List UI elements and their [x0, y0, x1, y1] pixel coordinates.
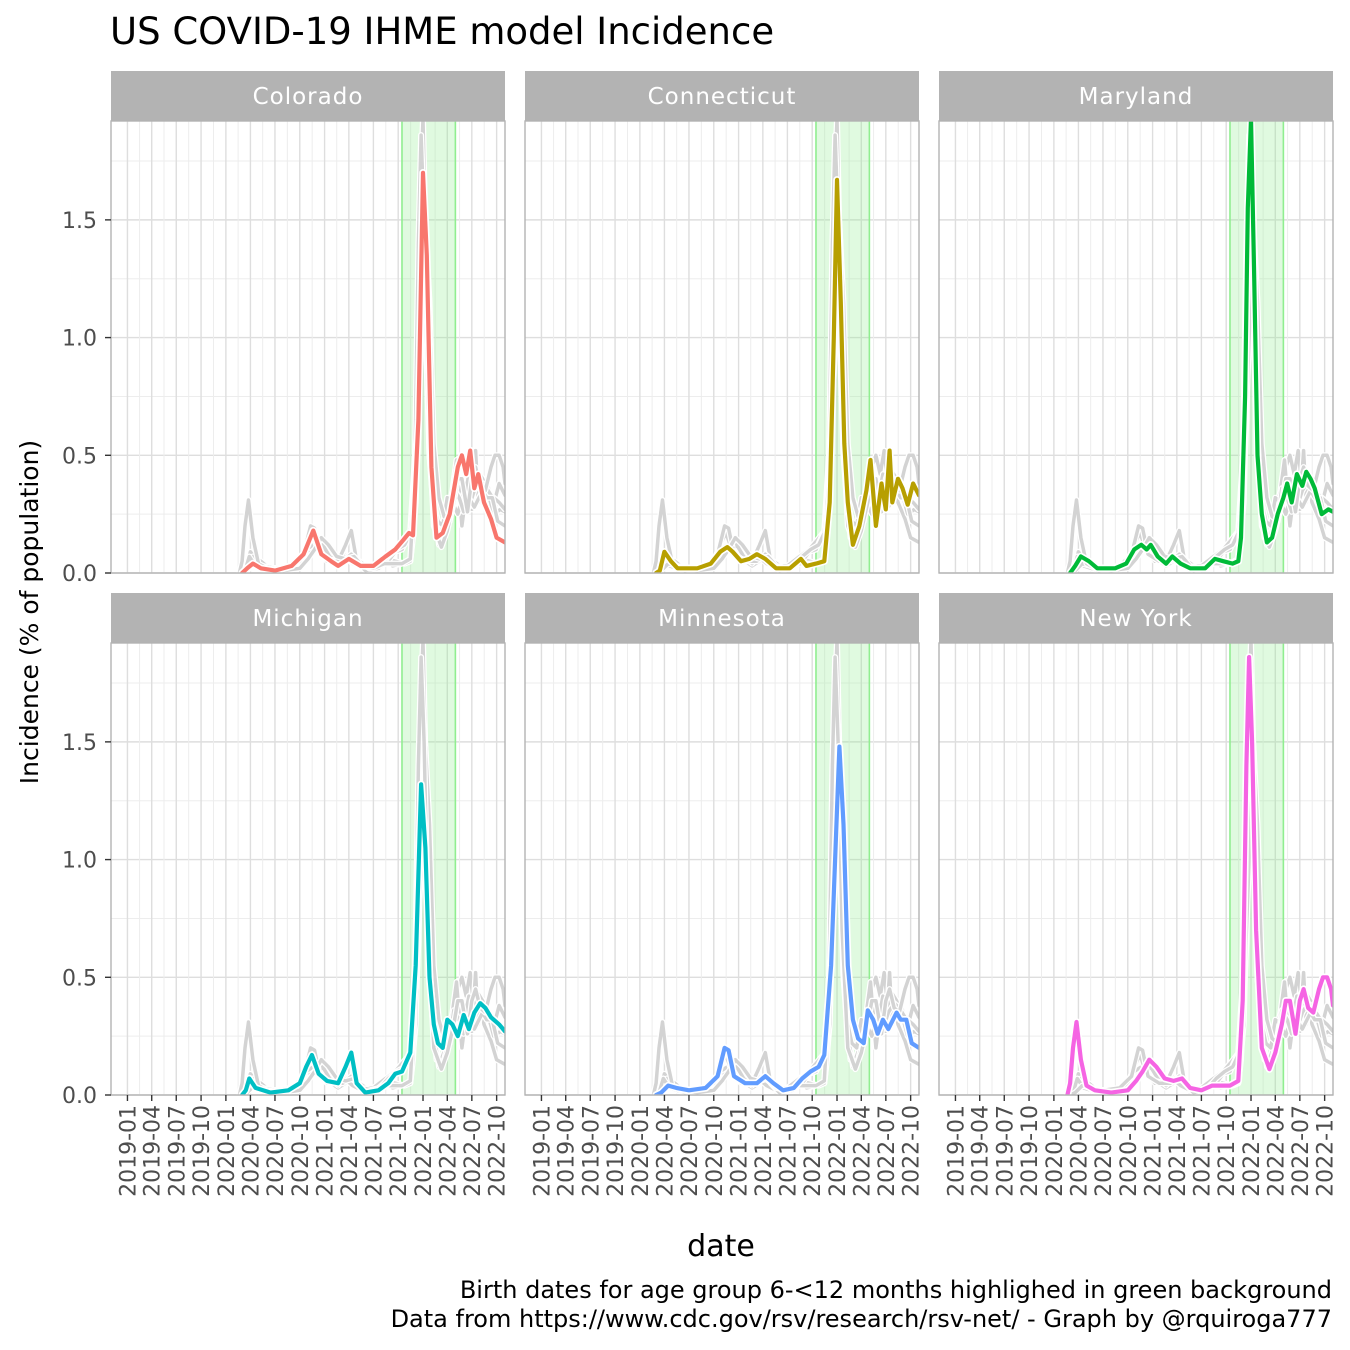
x-tick-label: 2020-07	[678, 1105, 703, 1197]
series-layer	[650, 121, 919, 573]
series-layer	[236, 121, 505, 573]
strip-connecticut	[525, 71, 919, 121]
strip-michigan	[111, 593, 505, 643]
x-tick-label: 2022-04	[1264, 1105, 1289, 1197]
panel-border	[110, 120, 506, 574]
y-tick-label: 1.5	[62, 731, 97, 756]
y-tick-label: 1.0	[62, 327, 97, 352]
x-tick-label: 2021-10	[801, 1105, 826, 1197]
y-tick-label: 0.0	[62, 562, 97, 587]
x-tick-label: 2019-10	[1018, 1105, 1043, 1197]
series-line-michigan	[240, 782, 505, 1095]
x-tick-label: 2021-04	[1166, 1105, 1191, 1197]
y-tick-label: 1.0	[62, 849, 97, 874]
x-tick-label: 2020-01	[1043, 1105, 1068, 1197]
x-tick-label: 2019-01	[945, 1105, 970, 1197]
x-tick-label: 2021-07	[362, 1105, 387, 1197]
x-tick-label: 2021-04	[752, 1105, 777, 1197]
panel-border	[938, 120, 1334, 574]
x-tick-label: 2020-01	[215, 1105, 240, 1197]
x-tick-label: 2021-10	[1215, 1105, 1240, 1197]
strip-colorado	[111, 71, 505, 121]
x-tick-label: 2022-04	[436, 1105, 461, 1197]
x-tick-label: 2021-07	[1190, 1105, 1215, 1197]
x-tick-label: 2022-10	[900, 1105, 925, 1197]
strip-label-michigan: Michigan	[252, 606, 363, 632]
x-tick-label: 2019-04	[141, 1105, 166, 1197]
strip-label-minnesota: Minnesota	[658, 606, 786, 632]
x-tick-label: 2022-10	[1314, 1105, 1339, 1197]
x-tick-label: 2019-07	[165, 1105, 190, 1197]
strip-label-colorado: Colorado	[253, 84, 364, 110]
series-line-colorado	[240, 170, 505, 573]
x-tick-label: 2019-10	[190, 1105, 215, 1197]
panel-colorado: Colorado 0.0 0.5 1.0 1.5	[62, 71, 506, 587]
strip-label-new-york: New York	[1079, 606, 1192, 632]
x-tick-label: 2019-07	[993, 1105, 1018, 1197]
series-layer	[1064, 121, 1333, 573]
panel-connecticut: Connecticut	[524, 71, 920, 574]
y-tick-label: 0.0	[62, 1084, 97, 1109]
series-layer	[650, 643, 919, 1095]
x-tick-label: 2019-01	[117, 1105, 142, 1197]
x-tick-label: 2022-07	[875, 1105, 900, 1197]
panel-border	[524, 642, 920, 1096]
series-line-new-york	[1065, 655, 1333, 1095]
x-tick-label: 2021-01	[728, 1105, 753, 1197]
x-tick-label: 2022-01	[826, 1105, 851, 1197]
x-tick-label: 2022-07	[461, 1105, 486, 1197]
chart-title: US COVID-19 IHME model Incidence	[110, 10, 775, 53]
x-tick-label: 2020-04	[653, 1105, 678, 1197]
strip-maryland	[939, 71, 1333, 121]
x-tick-label: 2021-01	[1142, 1105, 1167, 1197]
x-tick-label: 2020-04	[239, 1105, 264, 1197]
x-tick-label: 2020-01	[629, 1105, 654, 1197]
x-tick-label: 2019-07	[579, 1105, 604, 1197]
x-tick-label: 2020-10	[289, 1105, 314, 1197]
series-layer	[236, 643, 505, 1095]
strip-new-york	[939, 593, 1333, 643]
panel-michigan: Michigan 0.0 0.5 1.0 1.5 2019-01 2019-04 2019-0…	[62, 593, 511, 1197]
x-tick-label: 2020-07	[1092, 1105, 1117, 1197]
x-tick-label: 2020-10	[1117, 1105, 1142, 1197]
x-tick-label: 2021-07	[776, 1105, 801, 1197]
x-tick-label: 2022-10	[486, 1105, 511, 1197]
panel-border	[938, 642, 1334, 1096]
x-tick-label: 2019-01	[531, 1105, 556, 1197]
x-tick-label: 2021-10	[387, 1105, 412, 1197]
panel-border	[524, 120, 920, 574]
x-tick-label: 2021-01	[314, 1105, 339, 1197]
strip-label-maryland: Maryland	[1079, 84, 1194, 110]
x-tick-label: 2020-04	[1067, 1105, 1092, 1197]
caption-line-2: Data from https://www.cdc.gov/rsv/resear…	[390, 1305, 1332, 1333]
x-tick-label: 2019-10	[604, 1105, 629, 1197]
x-tick-label: 2022-01	[412, 1105, 437, 1197]
strip-label-connecticut: Connecticut	[648, 84, 797, 110]
y-axis-title: Incidence (% of population)	[15, 440, 44, 784]
x-tick-label: 2022-07	[1289, 1105, 1314, 1197]
series-line-maryland	[1068, 121, 1333, 573]
x-tick-label: 2019-04	[555, 1105, 580, 1197]
x-tick-label: 2021-04	[338, 1105, 363, 1197]
series-line-minnesota	[654, 744, 919, 1095]
y-tick-label: 0.5	[62, 444, 97, 469]
x-tick-label: 2022-01	[1240, 1105, 1265, 1197]
y-tick-label: 0.5	[62, 966, 97, 991]
x-tick-label: 2020-10	[703, 1105, 728, 1197]
series-line-connecticut	[654, 177, 919, 573]
series-layer	[1063, 643, 1333, 1095]
panel-maryland: Maryland	[938, 71, 1334, 574]
strip-minnesota	[525, 593, 919, 643]
x-tick-label: 2019-04	[969, 1105, 994, 1197]
x-axis-title: date	[687, 1229, 755, 1264]
x-tick-label: 2020-07	[264, 1105, 289, 1197]
x-tick-label: 2022-04	[850, 1105, 875, 1197]
y-tick-label: 1.5	[62, 209, 97, 234]
caption-line-1: Birth dates for age group 6-<12 months h…	[459, 1276, 1332, 1304]
panel-border	[110, 642, 506, 1096]
